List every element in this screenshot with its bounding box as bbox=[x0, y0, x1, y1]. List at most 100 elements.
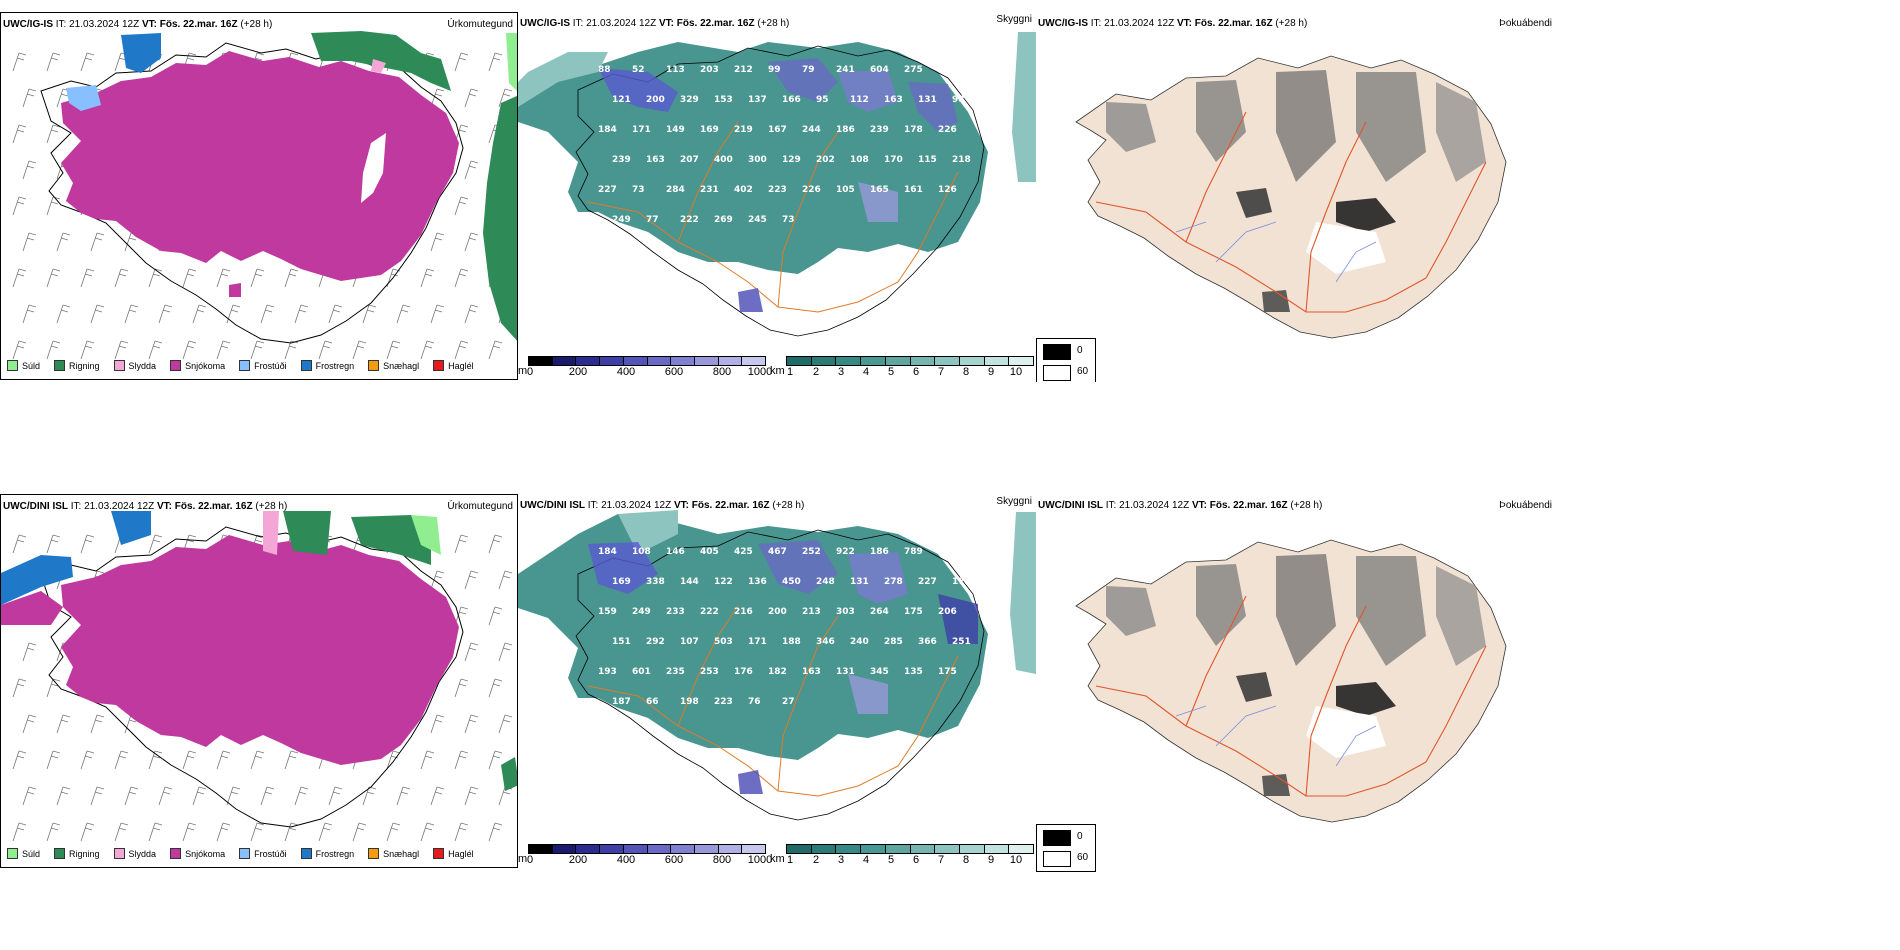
snow-area bbox=[61, 535, 459, 765]
wind-barb bbox=[250, 268, 265, 288]
lead-time: (+28 h) bbox=[1290, 500, 1323, 511]
legend-swatch bbox=[113, 360, 125, 371]
freezing-drizzle-nw bbox=[66, 85, 101, 111]
wind-barb bbox=[56, 714, 71, 734]
colorbar-cells bbox=[528, 844, 766, 854]
wind-barb bbox=[328, 304, 343, 324]
wind-barb bbox=[22, 304, 37, 324]
wind-barb bbox=[498, 642, 513, 662]
wind-barb bbox=[498, 88, 513, 108]
it-value: 21.03.2024 12Z bbox=[69, 19, 140, 30]
wind-barb bbox=[22, 786, 37, 806]
visibility-value-label: 175 bbox=[938, 667, 957, 677]
param-name: Skyggni bbox=[996, 14, 1032, 25]
visibility-value-label: 146 bbox=[666, 547, 685, 557]
rivers bbox=[1175, 221, 1377, 283]
tick-label: 1 bbox=[786, 366, 794, 378]
legend-item: Snæhagl bbox=[368, 848, 419, 859]
rivers bbox=[1175, 705, 1377, 767]
visibility-value-label: 175 bbox=[904, 607, 923, 617]
legend-item: Snjókoma bbox=[170, 360, 225, 371]
wind-barb bbox=[22, 88, 37, 108]
visibility-value-label: 169 bbox=[612, 577, 631, 587]
visibility-m-colorbar: m 0 200 400 600 800 1000 bbox=[518, 844, 772, 866]
visibility-value-label: 98 bbox=[952, 95, 965, 105]
visibility-value-label: 151 bbox=[612, 637, 631, 647]
wind-barb bbox=[226, 786, 241, 806]
visibility-value-label: 222 bbox=[700, 607, 719, 617]
rain-north bbox=[283, 511, 331, 555]
legend-item: Haglél bbox=[433, 360, 474, 371]
visibility-value-label: 166 bbox=[782, 95, 801, 105]
wind-barb bbox=[488, 52, 503, 72]
wind-barb bbox=[12, 52, 27, 72]
wind-barb bbox=[12, 196, 27, 216]
visibility-value-label: 348 bbox=[938, 547, 957, 557]
tick-label: 1 bbox=[786, 854, 794, 866]
model-name: UWC/IG-IS bbox=[1038, 18, 1088, 29]
wind-barb bbox=[80, 340, 95, 360]
lead-time: (+28 h) bbox=[255, 501, 288, 512]
visibility-value-label: 108 bbox=[632, 547, 651, 557]
drizzle-area-east bbox=[506, 33, 517, 91]
rain-east-spot bbox=[501, 757, 517, 791]
legend-item: Frostregn bbox=[300, 848, 354, 859]
wind-barb bbox=[80, 750, 95, 770]
legend-label: Snjókoma bbox=[185, 848, 226, 859]
legend-item: Slydda bbox=[113, 848, 156, 859]
visibility-value-label: 198 bbox=[680, 697, 699, 707]
lead-time: (+28 h) bbox=[772, 500, 805, 511]
blue-lowvis-4 bbox=[908, 82, 958, 132]
vt-label: VT: bbox=[673, 500, 689, 511]
visibility-value-label: 235 bbox=[666, 667, 685, 677]
visibility-value-label: 999 bbox=[938, 65, 957, 75]
legend-label: Snæhagl bbox=[383, 848, 420, 859]
wind-barb bbox=[22, 642, 37, 662]
visibility-value-label: 187 bbox=[612, 697, 631, 707]
legend-label: Frostregn bbox=[315, 360, 355, 371]
wind-barb bbox=[454, 268, 469, 288]
wind-barb bbox=[12, 340, 27, 360]
tick-label: 2 bbox=[812, 854, 820, 866]
white-hole bbox=[361, 133, 386, 203]
wind-barb bbox=[192, 304, 207, 324]
tick-label: 7 bbox=[937, 366, 945, 378]
visibility-value-label: 171 bbox=[748, 637, 767, 647]
fog-dark-1 bbox=[1336, 682, 1396, 716]
wind-barb bbox=[90, 714, 105, 734]
blue-lowvis-1 bbox=[588, 542, 658, 594]
wind-barb bbox=[430, 714, 445, 734]
wind-barb bbox=[430, 304, 445, 324]
fog-swatch bbox=[1043, 365, 1071, 381]
model-name: UWC/DINI ISL bbox=[3, 501, 68, 512]
tick-label: 6 bbox=[912, 854, 920, 866]
visibility-value-label: 115 bbox=[918, 155, 937, 165]
blue-lowvis-1 bbox=[598, 68, 678, 112]
visibility-value-label: 604 bbox=[870, 65, 889, 75]
visibility-value-label: 107 bbox=[680, 637, 699, 647]
fog-white-area bbox=[1306, 706, 1386, 758]
legend-swatch bbox=[433, 848, 445, 859]
fog-white-area bbox=[1306, 222, 1386, 274]
wind-barb bbox=[182, 340, 197, 360]
legend-label: Rigning bbox=[69, 360, 100, 371]
visibility-value-label: 159 bbox=[598, 607, 617, 617]
wind-barb bbox=[182, 268, 197, 288]
wind-barb bbox=[124, 786, 139, 806]
wind-barb bbox=[148, 340, 163, 360]
colorbar-unit: km bbox=[770, 365, 785, 377]
wind-barb bbox=[396, 304, 411, 324]
freezing-rain-west bbox=[1, 555, 73, 605]
wind-barb bbox=[158, 786, 173, 806]
panel-header: UWC/IG-IS IT: 21.03.2024 12Z VT: Fös. 22… bbox=[3, 19, 272, 30]
rain-ne bbox=[351, 515, 431, 565]
visibility-value-label: 601 bbox=[632, 667, 651, 677]
legend-item: Haglél bbox=[433, 848, 474, 859]
wind-barb bbox=[284, 268, 299, 288]
wind-barb bbox=[114, 750, 129, 770]
model-name: UWC/DINI ISL bbox=[520, 500, 585, 511]
visibility-value-label: 137 bbox=[748, 95, 767, 105]
tick-label: 1000 bbox=[747, 366, 773, 378]
visibility-value-label: 163 bbox=[646, 155, 665, 165]
legend-swatch bbox=[239, 360, 251, 371]
